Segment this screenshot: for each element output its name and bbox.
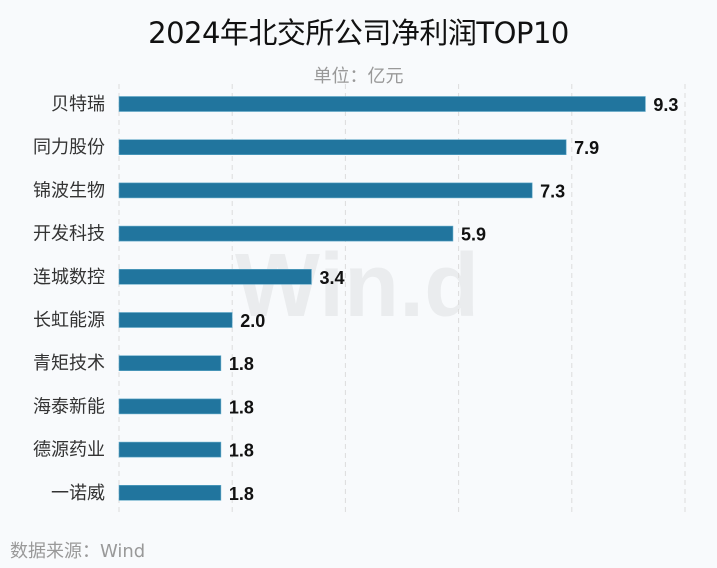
bar [118, 139, 567, 155]
bar [118, 225, 454, 242]
category-label: 海泰新能 [33, 396, 105, 417]
bar [118, 312, 233, 328]
source-note: 数据来源：Wind [10, 541, 146, 562]
data-label: 3.4 [319, 268, 344, 288]
bar [118, 441, 222, 458]
bar [118, 484, 222, 501]
bar [118, 355, 222, 372]
data-label: 1.8 [229, 484, 254, 504]
data-label: 9.3 [653, 95, 678, 115]
category-label: 连城数控 [33, 267, 105, 288]
chart-title: 2024年北交所公司净利润TOP10 [148, 16, 569, 50]
watermark-logo: Win.d [235, 236, 480, 336]
data-label: 1.8 [229, 397, 254, 417]
category-label: 同力股份 [33, 137, 105, 158]
category-label: 德源药业 [33, 440, 105, 461]
data-label: 7.9 [574, 138, 599, 158]
data-label: 5.9 [461, 225, 486, 245]
category-label: 长虹能源 [33, 310, 105, 331]
data-label: 1.8 [229, 354, 254, 374]
category-label: 开发科技 [33, 224, 105, 245]
bar [118, 182, 533, 199]
bar [118, 96, 646, 112]
category-label: 青矩技术 [33, 353, 105, 374]
bar [118, 268, 312, 285]
data-label: 1.8 [229, 441, 254, 461]
unit-label: 单位：亿元 [313, 66, 404, 87]
category-label: 锦波生物 [33, 180, 105, 201]
bar [118, 398, 222, 415]
category-label: 一诺威 [51, 483, 105, 504]
category-label: 贝特瑞 [51, 94, 105, 115]
data-label: 7.3 [540, 181, 565, 201]
data-label: 2.0 [240, 311, 265, 331]
